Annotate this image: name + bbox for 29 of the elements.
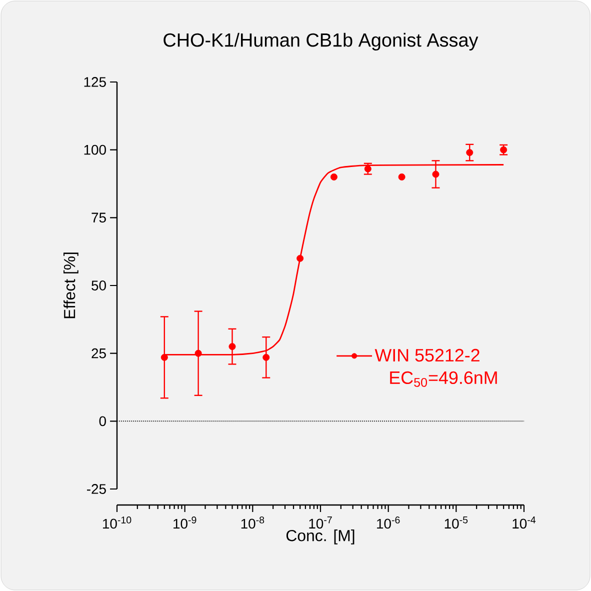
y-tick-label: 25 xyxy=(92,348,106,358)
point xyxy=(330,173,338,180)
point xyxy=(432,170,440,178)
y-tick-label: 125 xyxy=(84,77,106,87)
x-tick-label: 10$^{-5}$ xyxy=(444,516,468,529)
point xyxy=(296,254,304,262)
x-axis-title: Conc. [M] xyxy=(286,530,354,544)
point xyxy=(160,354,168,361)
x-tick-label: 10$^{-6}$ xyxy=(377,516,400,529)
point xyxy=(398,173,406,180)
x-tick-label: 10$^{-8}$ xyxy=(241,516,264,529)
legend-label: WIN 55212-2 xyxy=(374,348,480,362)
point xyxy=(228,343,236,350)
x-tick-label: 10$^{-7}$ xyxy=(309,516,332,529)
annotation: EC$_{50}$=49.6nM xyxy=(390,371,497,387)
point xyxy=(364,165,372,172)
y-axis-title: Effect [%] xyxy=(64,252,78,318)
y-tick-label: 75 xyxy=(92,212,106,223)
point xyxy=(262,354,270,361)
point xyxy=(466,149,474,156)
y-tick-label: 100 xyxy=(84,144,106,155)
y-tick-label: 50 xyxy=(92,280,106,290)
chart-title: CHO-K1/Human CB1b Agonist Assay xyxy=(164,32,478,50)
x-tick-label: 10$^{-10}$ xyxy=(102,516,132,529)
x-tick-label: 10$^{-4}$ xyxy=(512,516,536,529)
y-tick-label: -25 xyxy=(86,484,106,494)
point xyxy=(194,350,202,357)
x-tick-label: 10$^{-9}$ xyxy=(174,516,196,529)
y-tick-label: 0 xyxy=(99,416,106,426)
